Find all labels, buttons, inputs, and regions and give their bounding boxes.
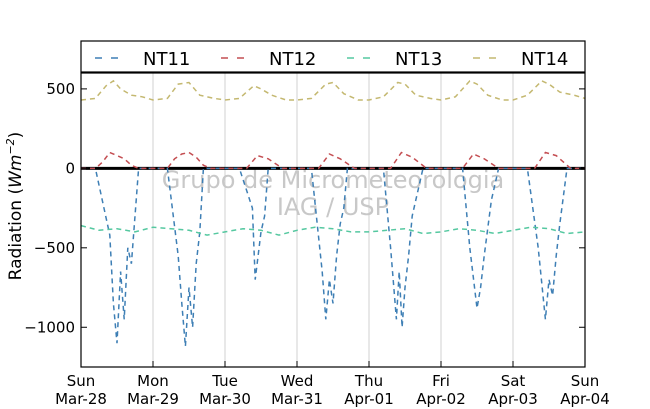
x-tick-label-date: Mar-31 — [271, 390, 323, 408]
watermark-line: Grupo de Micrometeorologia — [162, 166, 504, 194]
x-tick-label-date: Apr-03 — [488, 390, 538, 408]
x-tick-label-date: Mar-30 — [199, 390, 251, 408]
x-tick-label-day: Sun — [571, 372, 600, 390]
y-axis-ticks: 500 0 −500 −1000 — [24, 80, 585, 336]
x-tick-label-day: Mon — [137, 372, 169, 390]
legend-label-nt13: NT13 — [395, 49, 442, 70]
x-tick-label-date: Mar-28 — [55, 390, 107, 408]
y-tick-label: −1000 — [24, 318, 75, 336]
x-tick-label-day: Wed — [281, 372, 314, 390]
series-line-nt13 — [80, 224, 586, 236]
y-tick-label: 0 — [65, 159, 75, 177]
vertical-grid — [152, 73, 514, 367]
x-axis-ticks: SunMar-28MonMar-29TueMar-30WedMar-31ThuA… — [55, 361, 610, 408]
x-tick-label-date: Apr-01 — [344, 390, 394, 408]
x-tick-label-day: Thu — [354, 372, 383, 390]
x-tick-label-day: Tue — [211, 372, 238, 390]
x-tick-label-day: Sat — [501, 372, 526, 390]
x-tick-label-date: Apr-04 — [560, 390, 610, 408]
plot-frame — [80, 72, 586, 368]
series-line-nt11 — [81, 167, 585, 347]
legend-label-nt12: NT12 — [269, 49, 316, 70]
legend-label-nt14: NT14 — [521, 49, 568, 70]
y-axis-label: Radiation (Wm−2) — [4, 132, 26, 281]
x-tick-label-date: Apr-02 — [416, 390, 466, 408]
watermark-line: IAG / USP — [277, 193, 389, 221]
legend: NT11 NT12 NT13 NT14 — [80, 40, 586, 73]
x-tick-label-day: Fri — [432, 372, 450, 390]
x-tick-label-day: Sun — [67, 372, 96, 390]
legend-frame — [80, 40, 586, 73]
series-line-nt14 — [80, 79, 586, 101]
legend-label-nt11: NT11 — [143, 49, 190, 70]
series-lines — [80, 79, 586, 347]
x-tick-label-date: Mar-29 — [127, 390, 179, 408]
y-tick-label: −500 — [34, 239, 75, 257]
series-line-nt12 — [81, 151, 585, 170]
y-tick-label: 500 — [46, 80, 75, 98]
